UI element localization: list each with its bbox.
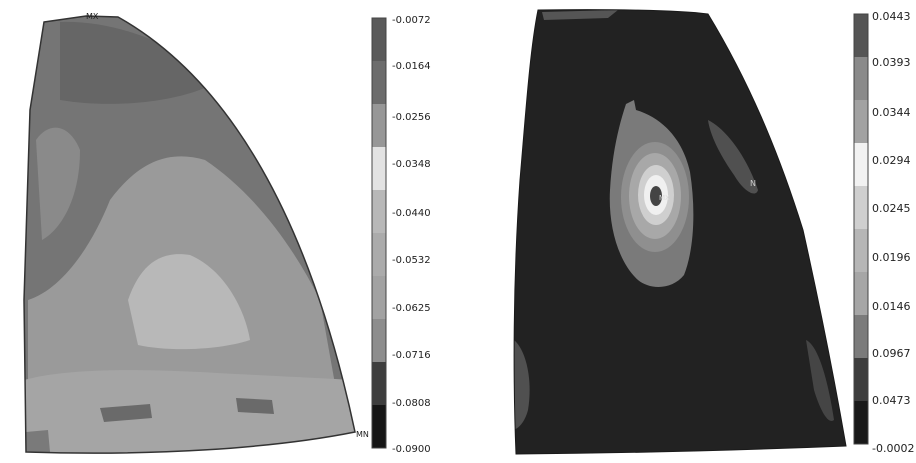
right-legend-swatch (854, 143, 868, 186)
right-legend-swatch (854, 272, 868, 315)
right-legend-swatch (854, 315, 868, 358)
left-legend-swatch (372, 104, 386, 147)
right-hotspot (609, 100, 694, 287)
right-legend-label: 0.0294 (872, 154, 911, 167)
right-mesh-outline (513, 9, 847, 455)
left-legend: -0.0072 -0.0164 -0.0256 -0.0348 -0.0440 … (371, 15, 431, 455)
left-legend-swatch (372, 276, 386, 319)
right-contour-core (650, 186, 662, 206)
left-legend-label: -0.0256 (392, 112, 431, 123)
right-legend-swatch (854, 358, 868, 401)
right-patch-right (708, 120, 758, 194)
right-legend-frame (853, 13, 869, 445)
left-legend-label: -0.0532 (392, 255, 431, 266)
right-legend-swatch (854, 100, 868, 143)
right-patch-lower-right (806, 340, 834, 421)
right-legend-swatch (854, 229, 868, 272)
left-band-top (60, 21, 220, 104)
right-legend-label: 0.0393 (872, 56, 911, 69)
left-legend-frame (371, 17, 387, 449)
left-legend-swatch (372, 190, 386, 233)
right-legend-label: 0.0443 (872, 10, 911, 23)
right-legend-swatch (854, 57, 868, 100)
left-legend-swatch (372, 18, 386, 61)
left-legend-label: -0.0808 (392, 398, 431, 409)
left-contour-panel: MX MN -0.0072 -0.0164 -0.0256 -0.0348 -0… (0, 0, 458, 459)
right-min-marker: N (750, 179, 756, 188)
left-legend-swatch (372, 362, 386, 405)
left-patch-bottom-1 (100, 404, 152, 422)
left-legend-swatch (372, 147, 386, 190)
left-patch-bottom-2 (236, 398, 274, 414)
right-max-marker: MX (659, 194, 670, 202)
left-legend-swatch (372, 61, 386, 104)
left-contour-plot: MX MN -0.0072 -0.0164 -0.0256 -0.0348 -0… (23, 12, 431, 455)
right-patch-left (514, 340, 530, 430)
right-legend-swatch (854, 401, 868, 444)
left-legend-label: -0.0625 (392, 303, 431, 314)
left-legend-label: -0.0900 (392, 444, 431, 455)
right-legend-label: 0.0344 (872, 106, 911, 119)
right-legend-label: 0.0196 (872, 251, 911, 264)
right-legend-label: 0.0245 (872, 202, 911, 215)
right-legend-label: 0.0967 (872, 347, 911, 360)
left-legend-label: -0.0164 (392, 61, 431, 72)
right-legend-swatch (854, 186, 868, 229)
left-mesh-outline (23, 15, 356, 454)
right-legend: 0.0443 0.0393 0.0344 0.0294 0.0245 0.019… (853, 10, 914, 455)
right-legend-label: 0.0473 (872, 394, 911, 407)
left-min-marker: MN (356, 430, 369, 439)
left-legend-swatch (372, 405, 386, 448)
left-band-lower (24, 370, 355, 454)
left-band-left-patch (36, 127, 80, 240)
left-legend-swatch (372, 319, 386, 362)
right-contour-panel: MX N 0.0443 0.0393 0.0344 0.0294 0.0245 … (458, 0, 916, 459)
right-patch-top-edge (542, 10, 618, 20)
left-legend-label: -0.0348 (392, 159, 431, 170)
left-legend-label: -0.0440 (392, 208, 431, 219)
right-legend-swatch (854, 14, 868, 57)
left-legend-label: -0.0716 (392, 350, 431, 361)
left-legend-swatch (372, 233, 386, 276)
left-legend-label: -0.0072 (392, 15, 431, 26)
right-legend-label: -0.0002 (872, 442, 914, 455)
right-contour-plot: MX N 0.0443 0.0393 0.0344 0.0294 0.0245 … (513, 9, 914, 455)
left-patch-bottom-3 (26, 430, 50, 452)
left-band-center-light (128, 254, 250, 350)
right-legend-label: 0.0146 (872, 300, 911, 313)
left-max-marker: MX (86, 12, 99, 21)
